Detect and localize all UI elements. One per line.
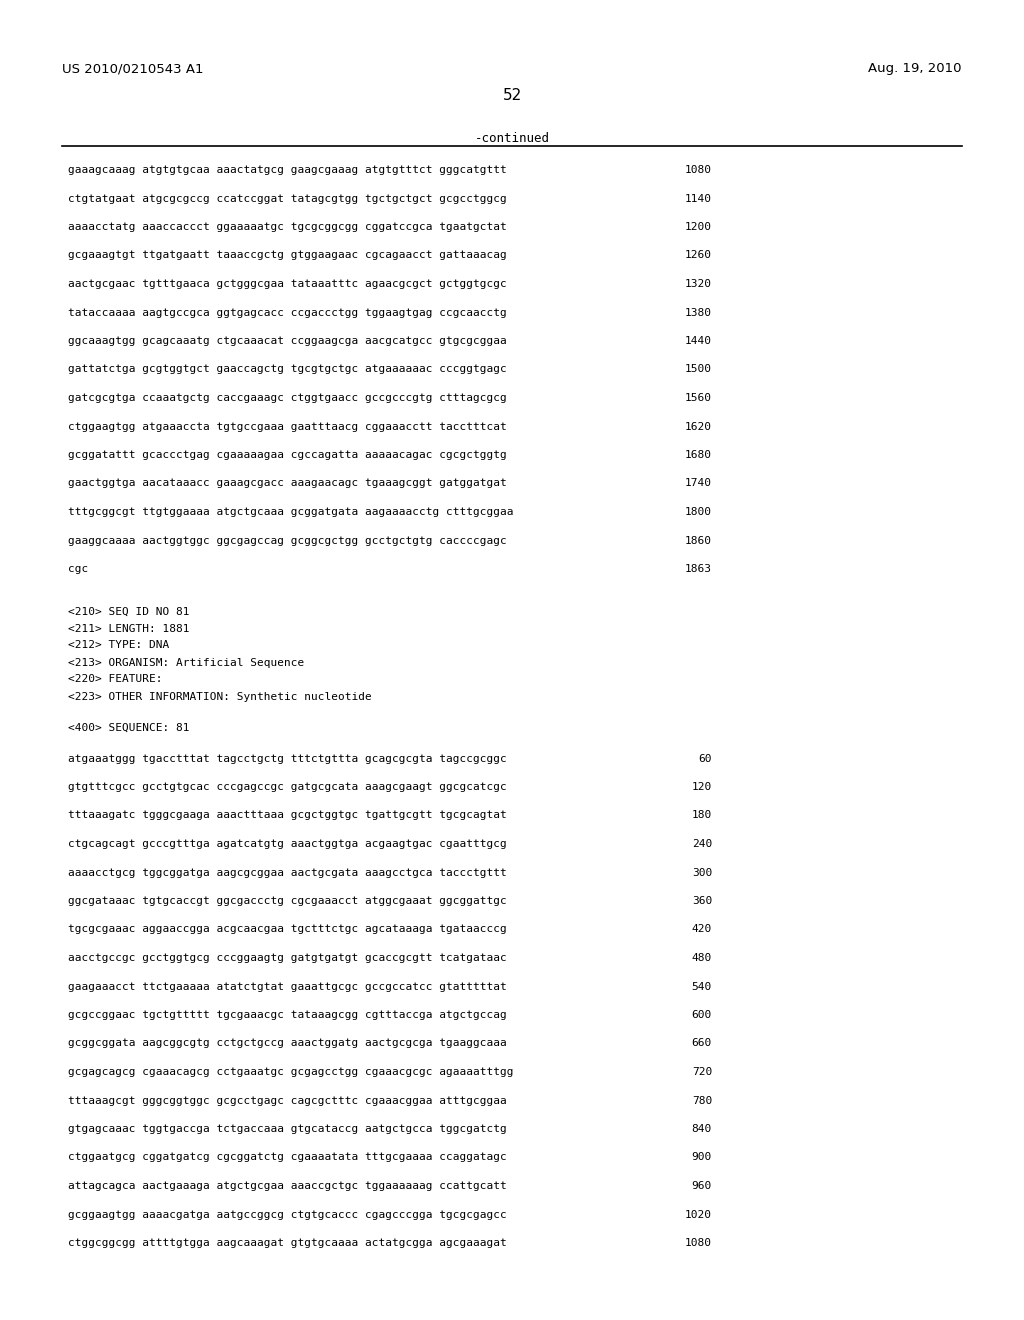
- Text: 1860: 1860: [685, 536, 712, 545]
- Text: cgc: cgc: [68, 564, 88, 574]
- Text: 960: 960: [692, 1181, 712, 1191]
- Text: tgcgcgaaac aggaaccgga acgcaacgaa tgctttctgc agcataaaga tgataacccg: tgcgcgaaac aggaaccgga acgcaacgaa tgctttc…: [68, 924, 507, 935]
- Text: 1680: 1680: [685, 450, 712, 459]
- Text: tataccaaaa aagtgccgca ggtgagcacc ccgaccctgg tggaagtgag ccgcaacctg: tataccaaaa aagtgccgca ggtgagcacc ccgaccc…: [68, 308, 507, 318]
- Text: tttaaagatc tgggcgaaga aaactttaaa gcgctggtgc tgattgcgtt tgcgcagtat: tttaaagatc tgggcgaaga aaactttaaa gcgctgg…: [68, 810, 507, 821]
- Text: 480: 480: [692, 953, 712, 964]
- Text: aaaacctatg aaaccaccct ggaaaaatgc tgcgcggcgg cggatccgca tgaatgctat: aaaacctatg aaaccaccct ggaaaaatgc tgcgcgg…: [68, 222, 507, 232]
- Text: 1620: 1620: [685, 421, 712, 432]
- Text: 180: 180: [692, 810, 712, 821]
- Text: tttaaagcgt gggcggtggc gcgcctgagc cagcgctttc cgaaacggaa atttgcggaa: tttaaagcgt gggcggtggc gcgcctgagc cagcgct…: [68, 1096, 507, 1106]
- Text: 1863: 1863: [685, 564, 712, 574]
- Text: 720: 720: [692, 1067, 712, 1077]
- Text: 120: 120: [692, 781, 712, 792]
- Text: US 2010/0210543 A1: US 2010/0210543 A1: [62, 62, 204, 75]
- Text: 360: 360: [692, 896, 712, 906]
- Text: 1080: 1080: [685, 165, 712, 176]
- Text: 1380: 1380: [685, 308, 712, 318]
- Text: ctggcggcgg attttgtgga aagcaaagat gtgtgcaaaa actatgcgga agcgaaagat: ctggcggcgg attttgtgga aagcaaagat gtgtgca…: [68, 1238, 507, 1247]
- Text: aaaacctgcg tggcggatga aagcgcggaa aactgcgata aaagcctgca taccctgttt: aaaacctgcg tggcggatga aagcgcggaa aactgcg…: [68, 867, 507, 878]
- Text: 420: 420: [692, 924, 712, 935]
- Text: gaaagcaaag atgtgtgcaa aaactatgcg gaagcgaaag atgtgtttct gggcatgttt: gaaagcaaag atgtgtgcaa aaactatgcg gaagcga…: [68, 165, 507, 176]
- Text: <220> FEATURE:: <220> FEATURE:: [68, 675, 163, 685]
- Text: 1320: 1320: [685, 279, 712, 289]
- Text: gaactggtga aacataaacc gaaagcgacc aaagaacagc tgaaagcggt gatggatgat: gaactggtga aacataaacc gaaagcgacc aaagaac…: [68, 479, 507, 488]
- Text: 300: 300: [692, 867, 712, 878]
- Text: <400> SEQUENCE: 81: <400> SEQUENCE: 81: [68, 722, 189, 733]
- Text: 1260: 1260: [685, 251, 712, 260]
- Text: gcgaaagtgt ttgatgaatt taaaccgctg gtggaagaac cgcagaacct gattaaacag: gcgaaagtgt ttgatgaatt taaaccgctg gtggaag…: [68, 251, 507, 260]
- Text: 1020: 1020: [685, 1209, 712, 1220]
- Text: 600: 600: [692, 1010, 712, 1020]
- Text: ggcaaagtgg gcagcaaatg ctgcaaacat ccggaagcga aacgcatgcc gtgcgcggaa: ggcaaagtgg gcagcaaatg ctgcaaacat ccggaag…: [68, 337, 507, 346]
- Text: 840: 840: [692, 1125, 712, 1134]
- Text: gcggatattt gcaccctgag cgaaaaagaa cgccagatta aaaaacagac cgcgctggtg: gcggatattt gcaccctgag cgaaaaagaa cgccaga…: [68, 450, 507, 459]
- Text: gaaggcaaaa aactggtggc ggcgagccag gcggcgctgg gcctgctgtg caccccgagc: gaaggcaaaa aactggtggc ggcgagccag gcggcgc…: [68, 536, 507, 545]
- Text: -continued: -continued: [474, 132, 550, 145]
- Text: ctgtatgaat atgcgcgccg ccatccggat tatagcgtgg tgctgctgct gcgcctggcg: ctgtatgaat atgcgcgccg ccatccggat tatagcg…: [68, 194, 507, 203]
- Text: 1740: 1740: [685, 479, 712, 488]
- Text: gaagaaacct ttctgaaaaa atatctgtat gaaattgcgc gccgccatcc gtatttttat: gaagaaacct ttctgaaaaa atatctgtat gaaattg…: [68, 982, 507, 991]
- Text: gcggaagtgg aaaacgatga aatgccggcg ctgtgcaccc cgagcccgga tgcgcgagcc: gcggaagtgg aaaacgatga aatgccggcg ctgtgca…: [68, 1209, 507, 1220]
- Text: gtgtttcgcc gcctgtgcac cccgagccgc gatgcgcata aaagcgaagt ggcgcatcgc: gtgtttcgcc gcctgtgcac cccgagccgc gatgcgc…: [68, 781, 507, 792]
- Text: 780: 780: [692, 1096, 712, 1106]
- Text: tttgcggcgt ttgtggaaaa atgctgcaaa gcggatgata aagaaaacctg ctttgcggaa: tttgcggcgt ttgtggaaaa atgctgcaaa gcggatg…: [68, 507, 513, 517]
- Text: 1500: 1500: [685, 364, 712, 375]
- Text: Aug. 19, 2010: Aug. 19, 2010: [868, 62, 962, 75]
- Text: 540: 540: [692, 982, 712, 991]
- Text: gcggcggata aagcggcgtg cctgctgccg aaactggatg aactgcgcga tgaaggcaaa: gcggcggata aagcggcgtg cctgctgccg aaactgg…: [68, 1039, 507, 1048]
- Text: gatcgcgtga ccaaatgctg caccgaaagc ctggtgaacc gccgcccgtg ctttagcgcg: gatcgcgtga ccaaatgctg caccgaaagc ctggtga…: [68, 393, 507, 403]
- Text: aacctgccgc gcctggtgcg cccggaagtg gatgtgatgt gcaccgcgtt tcatgataac: aacctgccgc gcctggtgcg cccggaagtg gatgtga…: [68, 953, 507, 964]
- Text: ctgcagcagt gcccgtttga agatcatgtg aaactggtga acgaagtgac cgaatttgcg: ctgcagcagt gcccgtttga agatcatgtg aaactgg…: [68, 840, 507, 849]
- Text: 60: 60: [698, 754, 712, 763]
- Text: 1800: 1800: [685, 507, 712, 517]
- Text: gattatctga gcgtggtgct gaaccagctg tgcgtgctgc atgaaaaaac cccggtgagc: gattatctga gcgtggtgct gaaccagctg tgcgtgc…: [68, 364, 507, 375]
- Text: gtgagcaaac tggtgaccga tctgaccaaa gtgcataccg aatgctgcca tggcgatctg: gtgagcaaac tggtgaccga tctgaccaaa gtgcata…: [68, 1125, 507, 1134]
- Text: <223> OTHER INFORMATION: Synthetic nucleotide: <223> OTHER INFORMATION: Synthetic nucle…: [68, 692, 372, 701]
- Text: 660: 660: [692, 1039, 712, 1048]
- Text: 1440: 1440: [685, 337, 712, 346]
- Text: gcgccggaac tgctgttttt tgcgaaacgc tataaagcgg cgtttaccga atgctgccag: gcgccggaac tgctgttttt tgcgaaacgc tataaag…: [68, 1010, 507, 1020]
- Text: gcgagcagcg cgaaacagcg cctgaaatgc gcgagcctgg cgaaacgcgc agaaaatttgg: gcgagcagcg cgaaacagcg cctgaaatgc gcgagcc…: [68, 1067, 513, 1077]
- Text: <210> SEQ ID NO 81: <210> SEQ ID NO 81: [68, 606, 189, 616]
- Text: 1200: 1200: [685, 222, 712, 232]
- Text: aactgcgaac tgtttgaaca gctgggcgaa tataaatttc agaacgcgct gctggtgcgc: aactgcgaac tgtttgaaca gctgggcgaa tataaat…: [68, 279, 507, 289]
- Text: ggcgataaac tgtgcaccgt ggcgaccctg cgcgaaacct atggcgaaat ggcggattgc: ggcgataaac tgtgcaccgt ggcgaccctg cgcgaaa…: [68, 896, 507, 906]
- Text: ctggaatgcg cggatgatcg cgcggatctg cgaaaatata tttgcgaaaa ccaggatagc: ctggaatgcg cggatgatcg cgcggatctg cgaaaat…: [68, 1152, 507, 1163]
- Text: atgaaatggg tgacctttat tagcctgctg tttctgttta gcagcgcgta tagccgcggc: atgaaatggg tgacctttat tagcctgctg tttctgt…: [68, 754, 507, 763]
- Text: 240: 240: [692, 840, 712, 849]
- Text: 1140: 1140: [685, 194, 712, 203]
- Text: 1560: 1560: [685, 393, 712, 403]
- Text: <212> TYPE: DNA: <212> TYPE: DNA: [68, 640, 169, 651]
- Text: attagcagca aactgaaaga atgctgcgaa aaaccgctgc tggaaaaaag ccattgcatt: attagcagca aactgaaaga atgctgcgaa aaaccgc…: [68, 1181, 507, 1191]
- Text: 52: 52: [503, 88, 521, 103]
- Text: 900: 900: [692, 1152, 712, 1163]
- Text: 1080: 1080: [685, 1238, 712, 1247]
- Text: <211> LENGTH: 1881: <211> LENGTH: 1881: [68, 623, 189, 634]
- Text: ctggaagtgg atgaaaccta tgtgccgaaa gaatttaacg cggaaacctt tacctttcat: ctggaagtgg atgaaaccta tgtgccgaaa gaattta…: [68, 421, 507, 432]
- Text: <213> ORGANISM: Artificial Sequence: <213> ORGANISM: Artificial Sequence: [68, 657, 304, 668]
